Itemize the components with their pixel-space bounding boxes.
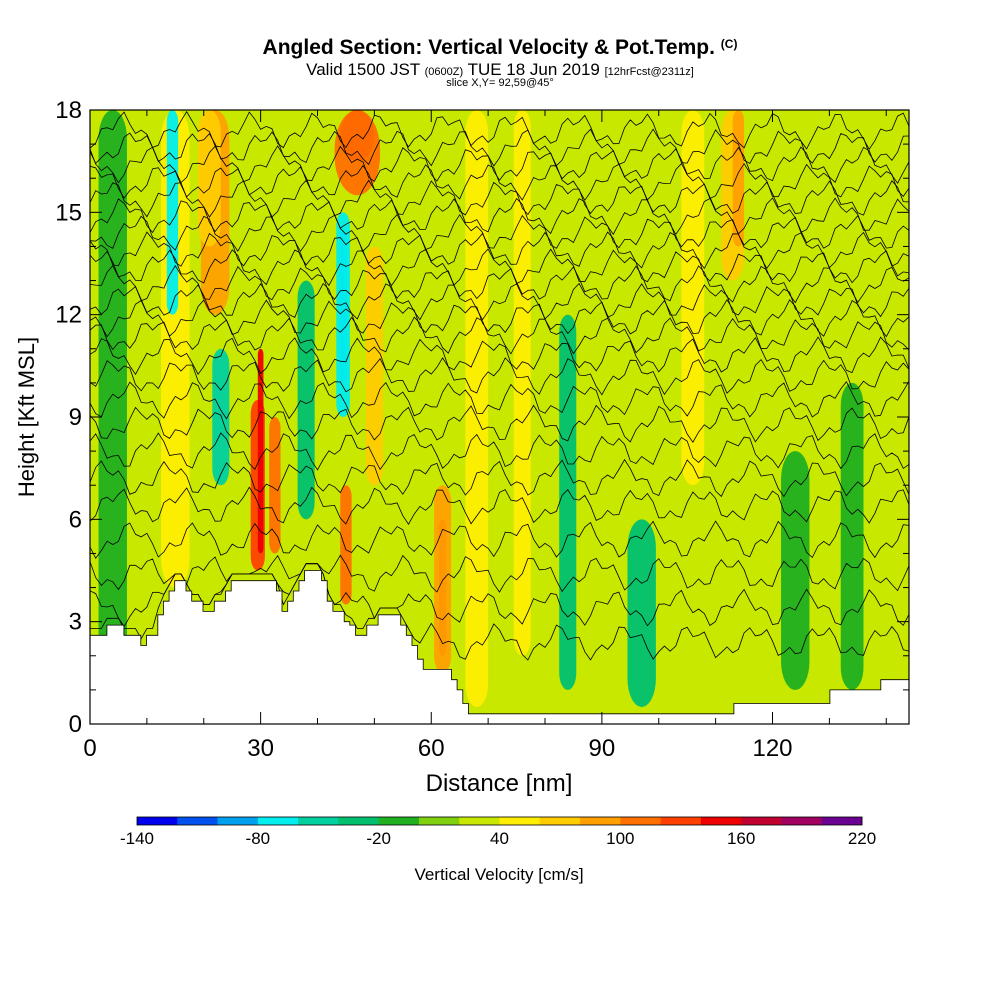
title-tag: (C) [720,37,738,51]
colorbar-swatch [298,817,339,825]
valid-zulu: (0600Z) [424,66,464,78]
theta-contour [90,563,909,628]
chart-title: Angled Section: Vertical Velocity & Pot.… [0,36,1000,60]
valid-time: Valid 1500 JST [306,60,420,79]
terrain [90,570,909,724]
theta-contour [90,264,909,304]
slice-info: slice X,Y= 92,59@45° [446,77,554,89]
title-main: Angled Section: Vertical Velocity & Pot.… [262,36,715,59]
plot-area [90,110,909,724]
y-axis-label: Height [Kft MSL] [14,337,39,497]
colorbar-swatch [741,817,782,825]
valid-date: TUE 18 Jun 2019 [467,60,600,79]
velocity-band [513,110,531,656]
velocity-band [198,110,221,247]
colorbar-swatch [620,817,662,825]
y-tick-label: 3 [69,609,82,636]
x-tick-label: 30 [247,735,274,762]
theta-contour [90,128,909,167]
colorbar-swatch [459,817,500,825]
theta-contour [90,554,909,593]
colorbar-swatch [539,817,581,825]
colorbar-swatch [338,817,380,825]
colorbar-tick-label: 40 [490,829,509,848]
y-axis-ticks: 0 3 6 9 12 15 18 [55,97,909,738]
colorbar [136,816,863,826]
velocity-band [340,485,352,605]
colorbar-swatch [821,817,863,825]
colorbar-swatch [137,817,178,825]
theta-contour [90,248,909,287]
theta-contour [90,520,909,559]
theta-contour [90,357,909,396]
y-tick-label: 6 [69,506,82,533]
theta-contour [90,282,909,321]
colorbar-swatch [781,817,823,825]
colorbar-label: Vertical Velocity [cm/s] [414,865,583,884]
colorbar-tick-label: 220 [848,829,876,848]
colorbar-tick-label: 100 [606,829,634,848]
velocity-band [334,110,381,196]
velocity-band [434,485,452,673]
y-tick-label: 18 [55,97,82,124]
theta-contour [90,458,909,498]
x-axis-label: Distance [nm] [426,770,573,797]
y-tick-label: 15 [55,199,82,226]
x-axis-ticks: 0 30 60 90 120 [83,110,887,762]
colorbar-swatch [580,817,621,825]
x-tick-label: 120 [752,735,792,762]
y-tick-label: 9 [69,404,82,431]
x-tick-label: 0 [83,735,96,762]
colorbar-swatch [418,817,460,825]
colorbar-swatch [499,817,541,825]
colorbar-swatch [177,817,218,825]
forecast-info: [12hrFcst@2311z] [604,66,694,78]
velocity-band [781,451,810,690]
theta-contour [90,299,909,338]
colorbar-tick-label: 160 [727,829,755,848]
colorbar-tick-labels: -140 -80 -20 40 100 160 220 [120,829,876,848]
theta-contour [90,145,909,184]
colorbar-frame [136,816,863,826]
theta-contour [90,380,909,420]
colorbar-swatch [217,817,259,825]
y-tick-label: 0 [69,711,82,738]
colorbar-swatch [378,817,420,825]
colorbar-swatch [257,817,299,825]
theta-contour [90,432,909,471]
colorbar-swatch [700,817,742,825]
colorbar-tick-label: -20 [366,829,391,848]
velocity-band [627,519,656,707]
theta-contour [90,231,909,270]
y-tick-label: 12 [55,302,82,329]
x-tick-label: 60 [418,735,445,762]
velocity-band [336,212,350,417]
velocity-band [732,110,745,247]
theta-contour [90,179,909,218]
theta-contour [90,213,909,253]
theta-contour [90,404,909,443]
colorbar-tick-label: -140 [120,829,154,848]
velocity-band [465,110,489,707]
velocity-band [559,314,577,690]
velocity-band [166,110,179,315]
theta-contour [90,486,909,525]
chart-subtitle: Valid 1500 JST (0600Z) TUE 18 Jun 2019 [… [0,60,1000,80]
velocity-band [212,348,230,486]
x-tick-label: 90 [589,735,616,762]
colorbar-tick-label: -80 [246,829,271,848]
theta-contour [90,197,909,236]
colorbar-swatch [660,817,702,825]
theta-contour [90,336,909,376]
velocity-band [257,348,264,554]
theta-contour [90,162,909,202]
